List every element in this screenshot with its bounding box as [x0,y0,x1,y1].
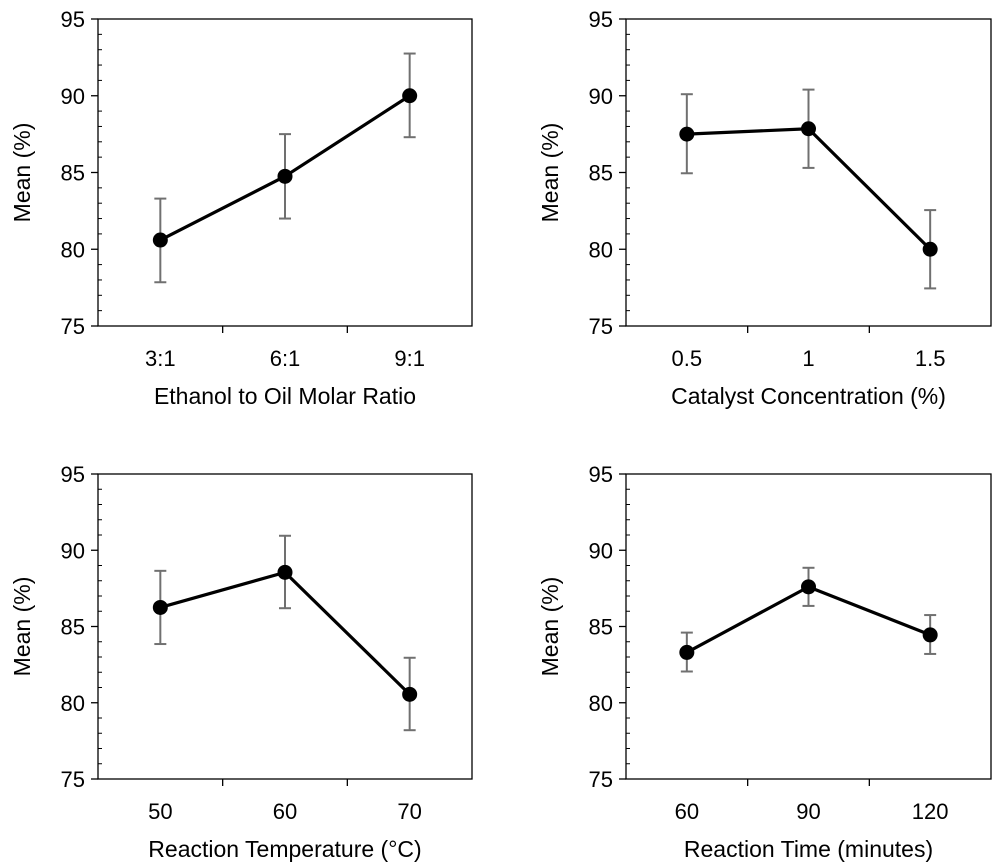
chart-ethanol-ratio-y-axis-title: Mean (%) [9,123,35,223]
chart-ethanol-ratio: 75 80 85 90 95 3:1 6:1 9:1 Ethanol to Oil Molar … [9,7,473,409]
chart-ethanol-ratio-ytick-label: 85 [61,161,85,186]
chart-catalyst-concentration-xtick-label: 0.5 [672,346,703,371]
chart-reaction-temperature-xtick-label: 60 [273,799,297,824]
chart-reaction-temperature-ytick-label: 80 [61,691,85,716]
chart-reaction-time-ytick-label: 90 [589,538,613,563]
chart-reaction-temperature-ytick-label: 90 [61,538,85,563]
chart-catalyst-concentration-ytick-label: 80 [589,237,613,262]
chart-reaction-temperature-ytick-label: 85 [61,615,85,640]
chart-ethanol-ratio-xtick-label: 3:1 [145,346,176,371]
chart-reaction-temperature-ytick-label: 75 [61,767,85,792]
chart-reaction-time-ytick-label: 80 [589,691,613,716]
chart-reaction-time-y-axis-title: Mean (%) [537,577,563,677]
chart-reaction-time-xtick-label: 90 [796,799,820,824]
chart-reaction-temperature-data-point [152,599,168,615]
chart-catalyst-concentration-data-point [679,126,695,142]
chart-reaction-temperature-y-axis-title: Mean (%) [9,577,35,677]
chart-reaction-time: 75 80 85 90 95 60 90 120 Reaction Time (minutes)… [537,462,992,862]
chart-catalyst-concentration-ytick-label: 75 [589,314,613,339]
chart-reaction-time-plot-frame [625,473,992,780]
chart-reaction-temperature-xtick-label: 50 [148,799,172,824]
chart-reaction-temperature-xtick-label: 70 [397,799,421,824]
chart-reaction-time-data-point [922,627,938,643]
chart-reaction-time-ytick-label: 75 [589,767,613,792]
chart-catalyst-concentration-plot-frame [625,18,992,327]
chart-catalyst-concentration-data-point [922,241,938,257]
chart-ethanol-ratio-ytick-label: 80 [61,237,85,262]
chart-reaction-temperature-x-axis-title: Reaction Temperature (°C) [148,836,421,862]
chart-catalyst-concentration-ytick-label: 95 [589,7,613,32]
chart-reaction-time-xtick-label: 60 [675,799,699,824]
chart-reaction-time-ytick-label: 85 [589,615,613,640]
chart-catalyst-concentration-ytick-label: 90 [589,84,613,109]
chart-ethanol-ratio-xtick-label: 6:1 [270,346,301,371]
chart-ethanol-ratio-data-point [152,232,168,248]
chart-catalyst-concentration-xtick-label: 1 [802,346,814,371]
chart-reaction-time-x-axis-title: Reaction Time (minutes) [684,836,933,862]
chart-ethanol-ratio-data-point [277,168,293,184]
chart-ethanol-ratio-ytick-label: 75 [61,314,85,339]
chart-reaction-temperature: 75 80 85 90 95 50 60 70 Reaction Temperature (°C… [9,462,473,862]
chart-ethanol-ratio-ytick-label: 95 [61,7,85,32]
chart-catalyst-concentration-y-axis-title: Mean (%) [537,123,563,223]
chart-catalyst-concentration: 75 80 85 90 95 0.5 1 1.5 Catalyst Concentration … [537,7,992,409]
chart-ethanol-ratio-ytick-label: 90 [61,84,85,109]
chart-ethanol-ratio-x-axis-title: Ethanol to Oil Molar Ratio [154,383,416,409]
chart-catalyst-concentration-x-axis-title: Catalyst Concentration (%) [671,383,946,409]
chart-ethanol-ratio-data-point [402,88,418,104]
chart-reaction-temperature-data-point [277,564,293,580]
chart-reaction-time-ytick-label: 95 [589,462,613,487]
chart-reaction-temperature-data-point [402,686,418,702]
chart-reaction-time-xtick-label: 120 [912,799,949,824]
chart-reaction-time-data-point [679,644,695,660]
chart-catalyst-concentration-data-point [801,121,816,137]
chart-ethanol-ratio-xtick-label: 9:1 [394,346,425,371]
chart-reaction-temperature-ytick-label: 95 [61,462,85,487]
chart-catalyst-concentration-xtick-label: 1.5 [915,346,946,371]
chart-reaction-time-data-point [801,579,816,595]
chart-catalyst-concentration-ytick-label: 85 [589,161,613,186]
chart-reaction-temperature-plot-frame [97,473,473,780]
